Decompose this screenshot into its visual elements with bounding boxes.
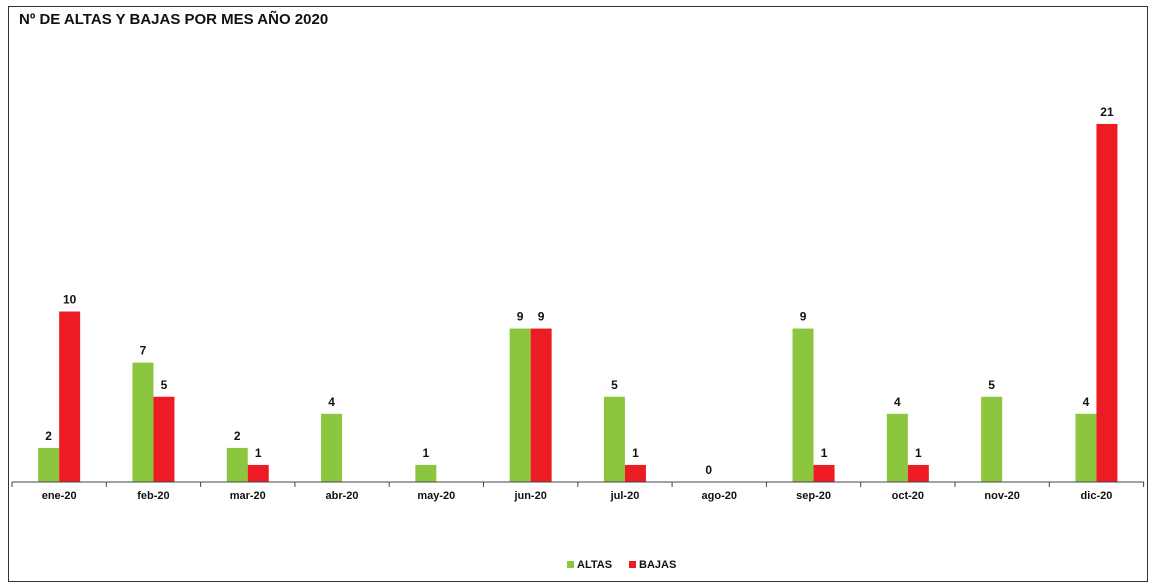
- bar-altas: [603, 396, 625, 482]
- data-label-bajas: 1: [915, 446, 922, 460]
- data-label-bajas: 21: [1100, 105, 1114, 119]
- bar-altas: [415, 464, 437, 482]
- x-tick-label: sep-20: [796, 490, 831, 502]
- data-label-altas: 2: [45, 429, 52, 443]
- data-label-altas: 5: [988, 378, 995, 392]
- data-label-altas: 7: [140, 344, 147, 358]
- data-label-altas: 4: [894, 395, 901, 409]
- data-label-altas: 0: [705, 463, 712, 477]
- bar-bajas: [530, 328, 552, 482]
- bar-altas: [981, 396, 1003, 482]
- x-tick-label: mar-20: [230, 490, 266, 502]
- data-label-altas: 4: [1083, 395, 1090, 409]
- data-label-bajas: 10: [63, 293, 77, 307]
- x-tick-label: feb-20: [137, 490, 169, 502]
- legend-label-altas: ALTAS: [577, 559, 612, 571]
- bar-altas: [1075, 413, 1097, 482]
- data-label-bajas: 9: [538, 310, 545, 324]
- data-label-altas: 2: [234, 429, 241, 443]
- chart-title: Nº DE ALTAS Y BAJAS POR MES AÑO 2020: [19, 11, 329, 28]
- bar-altas: [792, 328, 814, 482]
- data-label-bajas: 1: [632, 446, 639, 460]
- bar-bajas: [247, 464, 269, 482]
- bar-bajas: [153, 396, 175, 482]
- x-tick-label: ago-20: [702, 490, 737, 502]
- bar-altas: [38, 447, 60, 482]
- bar-altas: [226, 447, 248, 482]
- data-label-altas: 1: [423, 446, 430, 460]
- bar-altas: [509, 328, 531, 482]
- bar-bajas: [1096, 123, 1118, 482]
- data-label-altas: 4: [328, 395, 335, 409]
- x-tick-label: ene-20: [42, 490, 77, 502]
- bar-bajas: [624, 464, 646, 482]
- bar-altas: [132, 362, 154, 482]
- x-tick-label: abr-20: [326, 490, 359, 502]
- x-tick-label: jul-20: [610, 490, 640, 502]
- bar-bajas: [907, 464, 929, 482]
- legend-label-bajas: BAJAS: [639, 559, 676, 571]
- data-label-altas: 5: [611, 378, 618, 392]
- x-ticks-layer: ene-20 feb-20 mar-20 abr-20 may-20 jun-20 jul-…: [11, 482, 1145, 502]
- legend-swatch-bajas: [629, 561, 636, 568]
- x-tick-label: oct-20: [892, 490, 924, 502]
- legend-swatch-altas: [567, 561, 574, 568]
- bars-layer: [38, 123, 1118, 482]
- data-label-altas: 9: [800, 310, 807, 324]
- bar-altas: [886, 413, 908, 482]
- x-tick-label: jun-20: [513, 490, 546, 502]
- x-tick-label: nov-20: [984, 490, 1019, 502]
- x-tick-label: dic-20: [1081, 490, 1113, 502]
- data-label-bajas: 1: [821, 446, 828, 460]
- legend: ALTAS BAJAS: [567, 559, 676, 571]
- chart-frame: Nº DE ALTAS Y BAJAS POR MES AÑO 2020 2 10…: [8, 6, 1148, 582]
- data-label-bajas: 5: [161, 378, 168, 392]
- x-tick-label: may-20: [417, 490, 455, 502]
- bar-altas: [321, 413, 343, 482]
- bar-bajas: [59, 311, 81, 482]
- bar-bajas: [813, 464, 835, 482]
- data-label-bajas: 1: [255, 446, 262, 460]
- data-label-altas: 9: [517, 310, 524, 324]
